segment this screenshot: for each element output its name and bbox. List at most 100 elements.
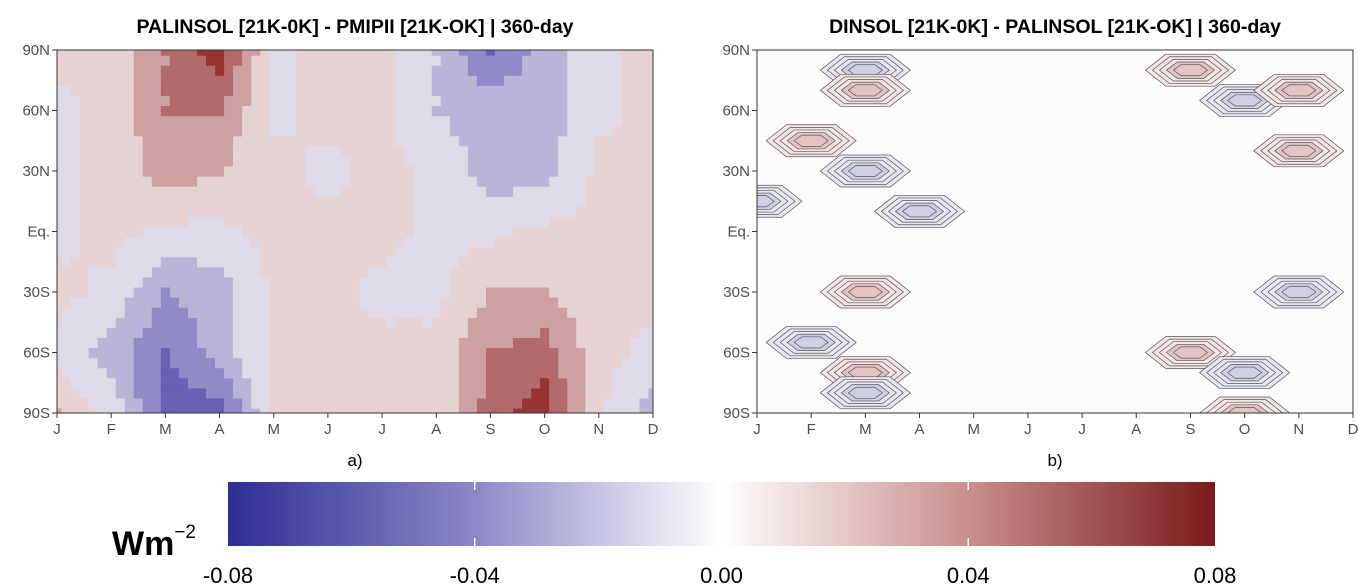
field-cell xyxy=(368,196,379,207)
field-cell xyxy=(404,176,415,187)
field-cell xyxy=(431,236,442,248)
field-cell xyxy=(476,387,487,399)
field-cell xyxy=(196,407,207,413)
field-cell xyxy=(413,236,424,248)
field-cell xyxy=(79,327,90,338)
field-cell xyxy=(567,55,577,66)
field-cell xyxy=(133,387,144,399)
field-cell xyxy=(169,115,180,127)
field-cell xyxy=(79,125,90,137)
field-cell xyxy=(540,286,550,298)
field-cell xyxy=(323,186,334,197)
field-cell xyxy=(413,206,424,217)
field-cell xyxy=(621,196,632,207)
field-cell xyxy=(215,397,225,409)
field-cell xyxy=(169,387,180,399)
field-cell xyxy=(106,367,117,379)
field-cell xyxy=(296,55,306,66)
field-cell xyxy=(169,65,180,76)
field-cell xyxy=(440,337,451,349)
field-cell xyxy=(133,206,144,217)
field-cell xyxy=(332,125,343,137)
field-cell xyxy=(449,387,460,399)
field-cell xyxy=(648,246,653,258)
field-cell xyxy=(594,65,604,76)
field-cell xyxy=(422,407,433,413)
field-cell xyxy=(115,115,126,127)
field-cell xyxy=(196,135,207,147)
field-cell xyxy=(169,206,180,217)
field-cell xyxy=(467,55,478,66)
field-cell xyxy=(61,317,72,328)
field-cell xyxy=(449,196,460,207)
x-tick-label: A xyxy=(215,421,225,438)
field-cell xyxy=(305,155,315,167)
field-cell xyxy=(151,367,162,379)
field-cell xyxy=(133,216,144,228)
field-cell xyxy=(196,75,207,86)
field-cell xyxy=(413,357,424,369)
field-cell xyxy=(260,347,270,359)
field-cell xyxy=(504,50,514,56)
field-cell xyxy=(178,125,189,137)
field-cell xyxy=(160,125,171,137)
field-cell xyxy=(242,347,252,359)
field-cell xyxy=(269,145,279,157)
field-cell xyxy=(522,297,532,308)
field-cell xyxy=(142,50,153,56)
field-cell xyxy=(242,246,252,258)
field-cell xyxy=(224,256,234,268)
field-cell xyxy=(332,397,343,409)
field-cell xyxy=(359,115,370,127)
field-cell xyxy=(160,165,171,177)
field-cell xyxy=(278,206,288,217)
field-cell xyxy=(549,377,559,389)
field-cell xyxy=(395,286,406,298)
field-cell xyxy=(467,65,478,76)
field-cell xyxy=(323,55,334,66)
field-cell xyxy=(323,307,334,318)
field-cell xyxy=(350,50,361,56)
field-cell xyxy=(540,115,550,127)
x-tick-label: A xyxy=(431,421,441,438)
field-cell xyxy=(395,50,406,56)
contour-ring xyxy=(1172,346,1209,359)
colorbar-units-main: Wm xyxy=(112,525,174,563)
field-cell xyxy=(630,387,641,399)
field-cell xyxy=(350,286,361,298)
field-cell xyxy=(648,145,653,157)
field-cell xyxy=(305,165,315,177)
field-cell xyxy=(359,216,370,228)
field-cell xyxy=(585,216,595,228)
field-cell xyxy=(169,377,180,389)
field-cell xyxy=(206,337,216,349)
field-cell xyxy=(386,276,397,288)
field-cell xyxy=(97,297,108,308)
field-cell xyxy=(287,196,297,207)
field-cell xyxy=(576,236,586,248)
field-cell xyxy=(567,387,577,399)
field-cell xyxy=(278,155,288,167)
field-cell xyxy=(61,206,72,217)
field-cell xyxy=(458,85,469,96)
field-cell xyxy=(233,115,243,127)
field-cell xyxy=(61,377,72,389)
field-cell xyxy=(368,95,379,107)
field-cell xyxy=(287,165,297,177)
field-cell xyxy=(196,85,207,96)
field-cell xyxy=(639,337,650,349)
field-cell xyxy=(79,256,90,268)
field-cell xyxy=(467,135,478,147)
field-cell xyxy=(422,135,433,147)
field-cell xyxy=(485,206,496,217)
field-cell xyxy=(70,85,81,96)
field-cell xyxy=(251,367,261,379)
field-cell xyxy=(639,155,650,167)
field-cell xyxy=(206,115,216,127)
field-cell xyxy=(97,337,108,349)
field-cell xyxy=(260,226,270,238)
field-cell xyxy=(142,216,153,228)
field-cell xyxy=(440,186,451,197)
field-cell xyxy=(458,286,469,298)
field-cell xyxy=(323,206,334,217)
